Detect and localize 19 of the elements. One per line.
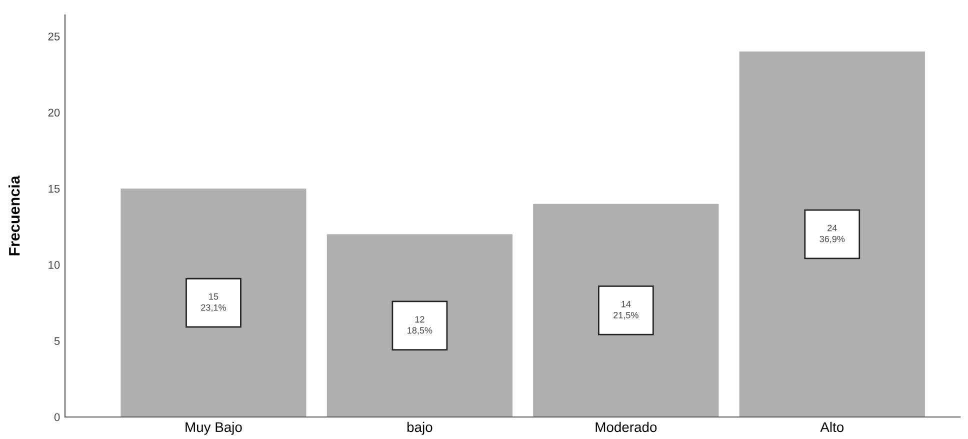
y-tick-label: 20 <box>48 108 60 117</box>
data-label: 15 23,1% <box>201 293 226 312</box>
x-tick-label: Alto <box>820 422 844 432</box>
bar <box>120 188 306 417</box>
y-axis-title: Frecuencia <box>8 176 20 256</box>
bar <box>326 234 512 417</box>
x-tick-label: Moderado <box>596 422 657 432</box>
data-label: 24 36,9% <box>820 224 845 244</box>
y-tick-label: 15 <box>48 184 60 193</box>
data-label: 14 21,5% <box>614 301 638 320</box>
y-tick-label: 10 <box>48 260 60 269</box>
bar <box>533 204 719 417</box>
bar <box>739 52 925 417</box>
x-tick-label: bajo <box>407 422 432 435</box>
data-label: 12 18,5% <box>408 316 432 335</box>
x-tick-label: Muy Bajo <box>186 422 242 435</box>
y-tick-label: 25 <box>48 32 60 40</box>
y-tick-label: 0 <box>54 413 60 422</box>
y-tick-label: 5 <box>54 337 60 345</box>
